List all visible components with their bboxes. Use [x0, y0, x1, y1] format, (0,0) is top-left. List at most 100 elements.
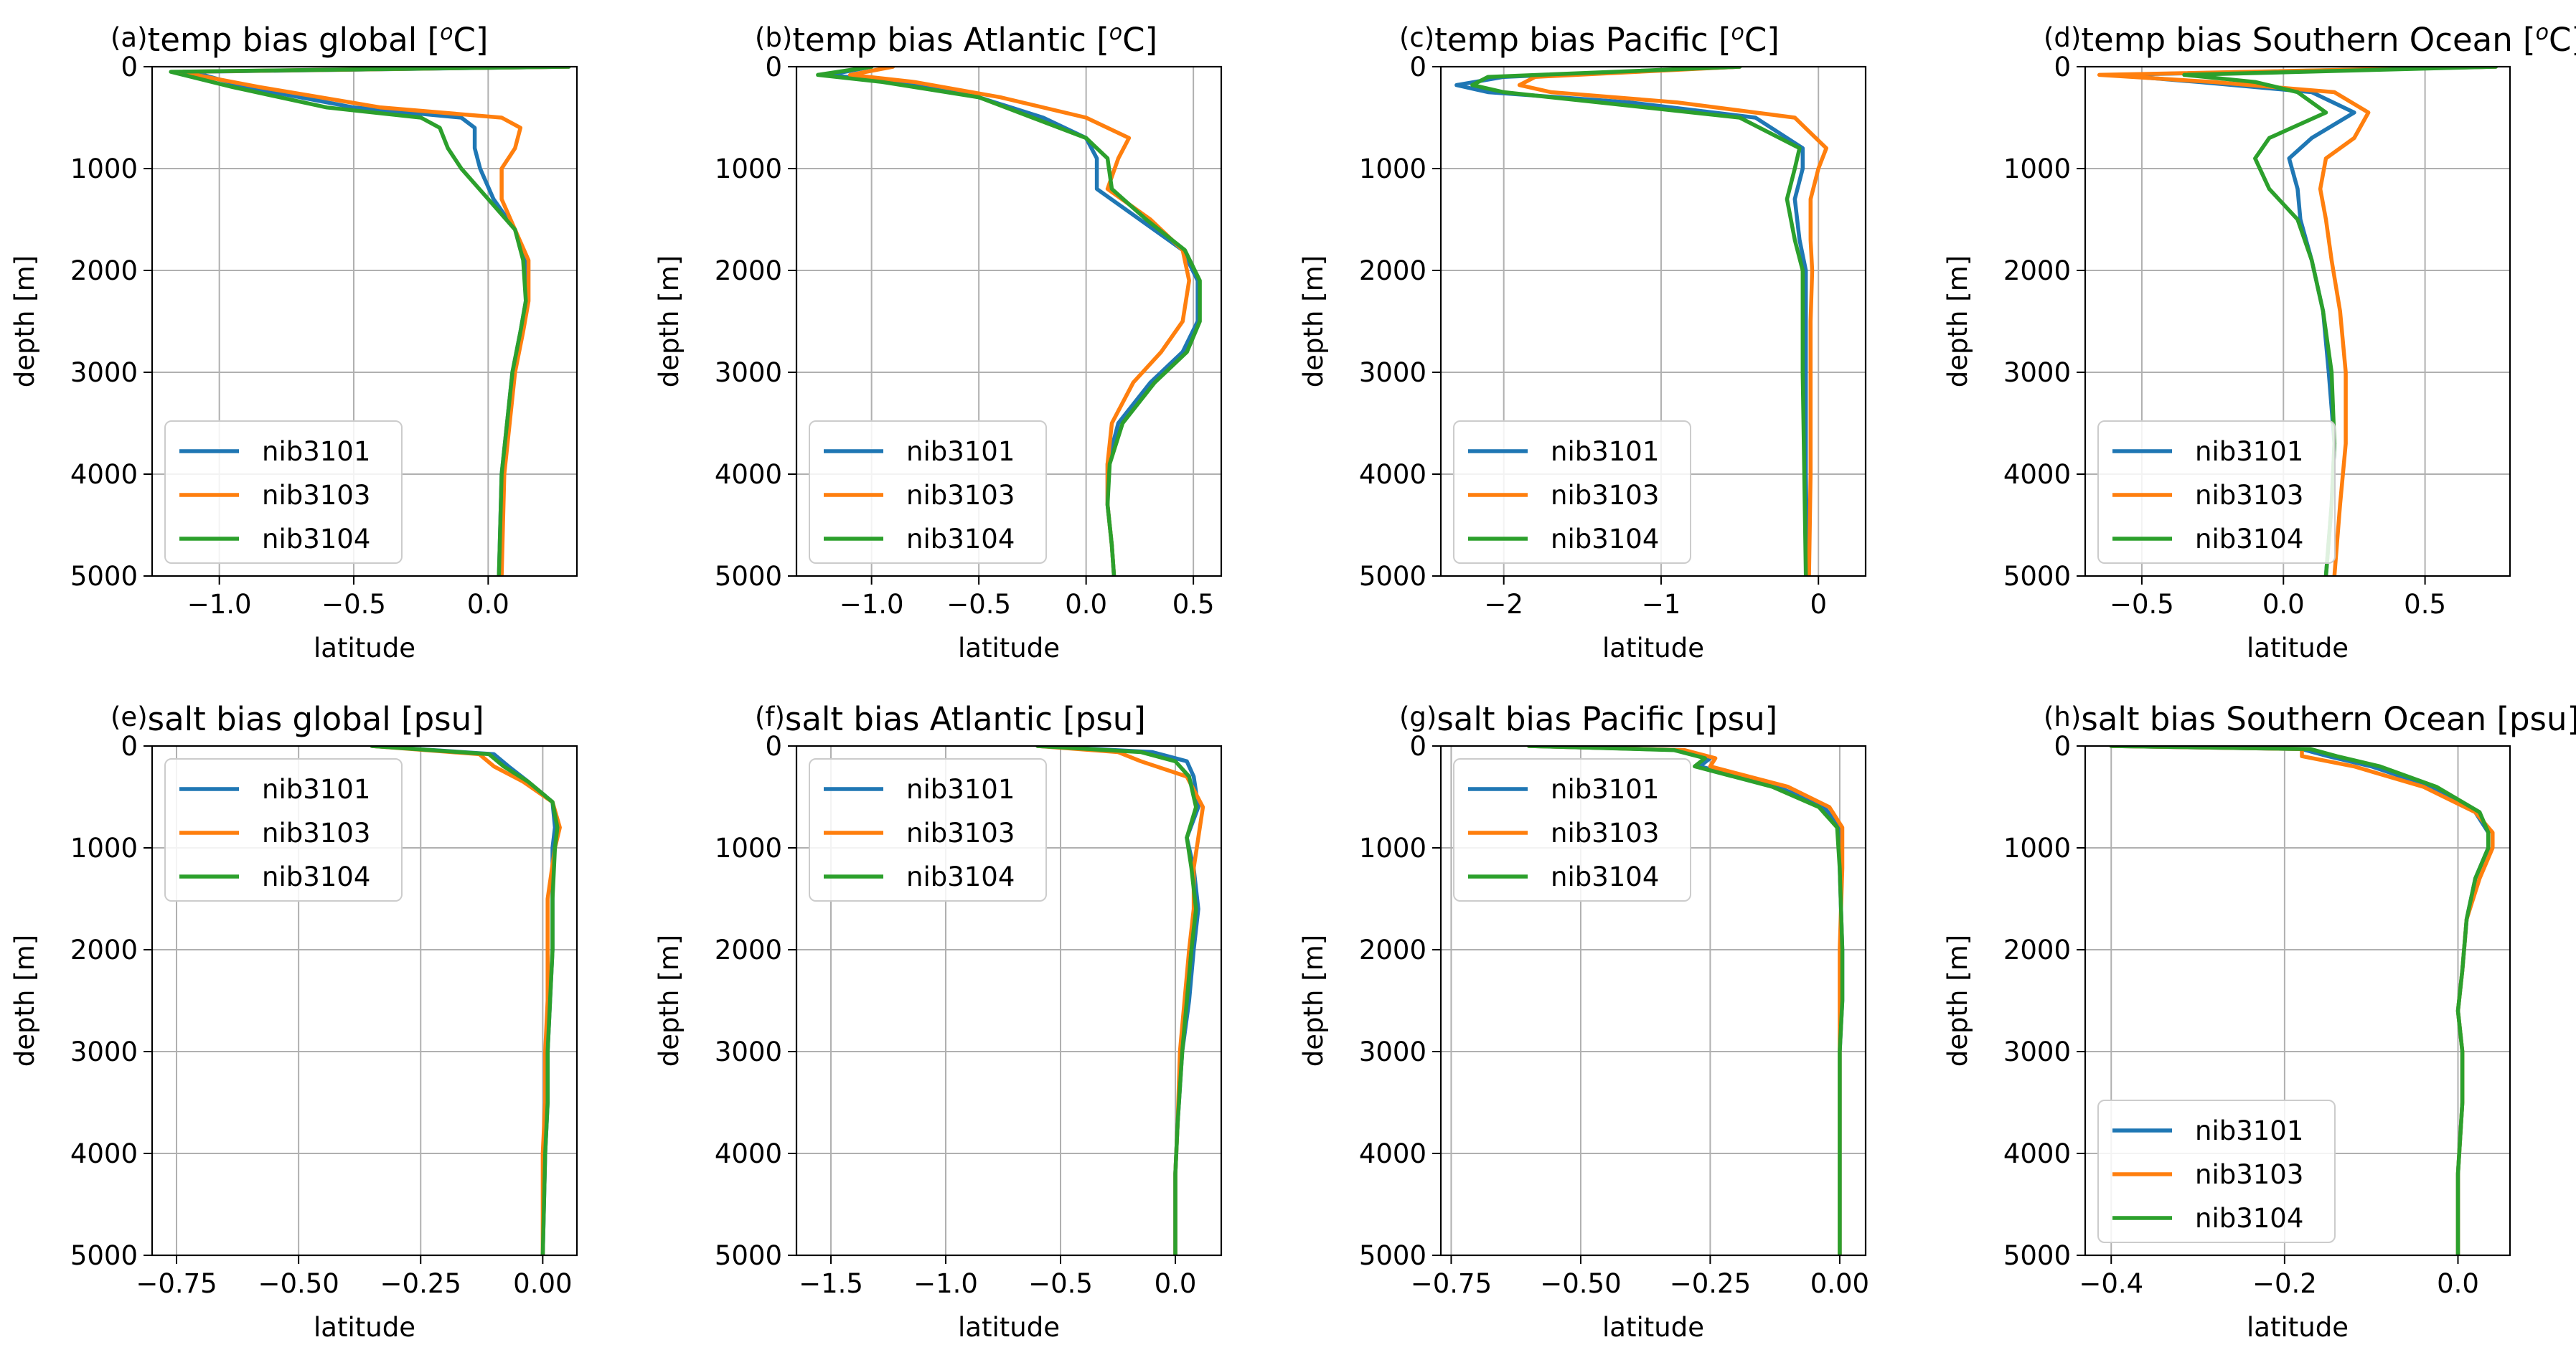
y-tick-label: 5000: [70, 1240, 138, 1271]
y-tick-label: 3000: [715, 1037, 782, 1067]
legend-label-nib3101: nib3101: [262, 436, 370, 467]
panel-letter: (a): [111, 22, 148, 53]
y-tick-label: 4000: [715, 459, 782, 490]
series-line-nib3103: [2097, 67, 2499, 576]
y-tick-label: 0: [1409, 52, 1426, 82]
y-tick-label: 0: [1409, 731, 1426, 762]
panel-title-text: temp bias Southern Ocean [: [2081, 21, 2535, 59]
series-group: [2097, 67, 2499, 576]
series-line-nib3104: [2109, 746, 2491, 1255]
x-tick-label: 0.5: [2404, 589, 2446, 620]
y-tick-label: 5000: [715, 561, 782, 592]
series-line-nib3103: [177, 67, 571, 576]
y-tick-label: 4000: [1359, 1138, 1426, 1169]
panel-title-text: temp bias Atlantic [: [792, 21, 1109, 59]
title-unit-end: C]: [453, 21, 488, 59]
panel-title: (e)salt bias global [psu]: [111, 700, 484, 738]
panel-title-text: salt bias Southern Ocean [psu]: [2081, 700, 2576, 738]
y-axis-label: depth [m]: [1298, 255, 1329, 387]
y-tick-label: 0: [2054, 731, 2071, 762]
x-tick-label: −0.5: [321, 589, 386, 620]
legend-label-nib3104: nib3104: [1551, 861, 1659, 892]
series-line-nib3101: [1454, 67, 1810, 576]
series-line-nib3104: [370, 746, 560, 1255]
x-axis-label: latitude: [958, 633, 1060, 664]
y-tick-label: 4000: [70, 459, 138, 490]
x-tick-label: 0.0: [2262, 589, 2305, 620]
legend-box: [809, 758, 1047, 902]
x-tick-label: −0.25: [1670, 1268, 1751, 1299]
y-tick-label: 1000: [70, 154, 138, 184]
panel-letter: (c): [1399, 22, 1434, 53]
axes-frame: [2084, 745, 2511, 1257]
title-superscript: o: [1731, 20, 1744, 45]
y-tick-label: 1000: [2003, 154, 2071, 184]
y-tick-label: 2000: [715, 935, 782, 966]
legend-label-nib3104: nib3104: [262, 524, 370, 554]
y-tick-label: 3000: [1359, 357, 1426, 388]
x-axis-label: latitude: [958, 1312, 1060, 1343]
legend-box: [164, 758, 403, 902]
panel-title-text: salt bias Pacific [psu]: [1437, 700, 1777, 738]
legend-label-nib3101: nib3101: [906, 436, 1015, 467]
y-tick-label: 3000: [70, 357, 138, 388]
y-tick-label: 0: [765, 731, 782, 762]
series-line-nib3103: [1517, 67, 1828, 576]
y-tick-label: 5000: [1359, 561, 1426, 592]
y-tick-label: 2000: [1359, 255, 1426, 286]
y-tick-label: 0: [121, 52, 138, 82]
series-group: [1454, 67, 1828, 576]
x-tick-label: −0.75: [136, 1268, 217, 1299]
legend-label-nib3103: nib3103: [2195, 1159, 2303, 1190]
y-tick-label: 5000: [2003, 561, 2071, 592]
panel-title-text: salt bias Atlantic [psu]: [785, 700, 1146, 738]
series-group: [2109, 746, 2495, 1255]
axes-frame: [2084, 65, 2511, 577]
legend-label-nib3103: nib3103: [2195, 480, 2303, 511]
x-tick-label: −1.0: [913, 1268, 978, 1299]
y-tick-label: 3000: [2003, 1037, 2071, 1067]
x-tick-label: −2: [1484, 589, 1523, 620]
legend-label-nib3103: nib3103: [906, 818, 1015, 849]
legend-box: [2097, 1100, 2336, 1243]
panel-f: −1.5 −1.0 −0.5 0.0 0 1000 2000 3000 4000 5000 lati…: [654, 700, 1223, 1343]
series-line-nib3104: [816, 67, 1202, 576]
panel-title: (f)salt bias Atlantic [psu]: [755, 700, 1146, 738]
axes-frame: [1439, 745, 1867, 1257]
x-tick-label: −0.5: [946, 589, 1011, 620]
series-group: [1526, 746, 1845, 1255]
y-tick-label: 5000: [2003, 1240, 2071, 1271]
legend: nib3101 nib3103 nib3104: [1453, 420, 1691, 564]
axes-frame: [151, 65, 578, 577]
legend-label-nib3103: nib3103: [1551, 480, 1659, 511]
x-tick-label: −0.5: [1028, 1268, 1093, 1299]
x-tick-label: −1.0: [187, 589, 252, 620]
legend-label-nib3104: nib3104: [906, 524, 1015, 554]
panel-letter: (f): [755, 702, 785, 732]
panel-title: (c)temp bias Pacific [oC]: [1399, 20, 1780, 59]
panel-a: −1.0 −0.5 0.0 0 1000 2000 3000 4000 5000 latitude…: [9, 20, 578, 664]
y-tick-label: 2000: [2003, 255, 2071, 286]
title-superscript: o: [440, 20, 453, 45]
y-axis-label: depth [m]: [1942, 255, 1973, 387]
y-tick-label: 5000: [70, 561, 138, 592]
x-tick-label: 0.0: [1155, 1268, 1197, 1299]
panel-h: −0.4 −0.2 0.0 0 1000 2000 3000 4000 5000 latitude…: [1942, 700, 2576, 1343]
x-axis-label: latitude: [314, 1312, 415, 1343]
legend-box: [164, 420, 403, 564]
series-line-nib3104: [169, 67, 571, 576]
panel-title: (d)temp bias Southern Ocean [oC]: [2044, 20, 2576, 59]
series-group: [1035, 746, 1205, 1255]
panel-letter: (b): [755, 22, 792, 53]
x-axis-label: latitude: [314, 633, 415, 664]
series-group: [169, 67, 571, 576]
x-tick-label: −0.2: [2252, 1268, 2317, 1299]
x-tick-label: 0.0: [2437, 1268, 2479, 1299]
y-tick-label: 4000: [2003, 1138, 2071, 1169]
y-tick-label: 4000: [2003, 459, 2071, 490]
y-axis-label: depth [m]: [1942, 935, 1973, 1067]
legend-label-nib3104: nib3104: [262, 861, 370, 892]
series-line-nib3104: [1035, 746, 1198, 1255]
y-tick-label: 5000: [1359, 1240, 1426, 1271]
y-tick-label: 1000: [70, 833, 138, 864]
